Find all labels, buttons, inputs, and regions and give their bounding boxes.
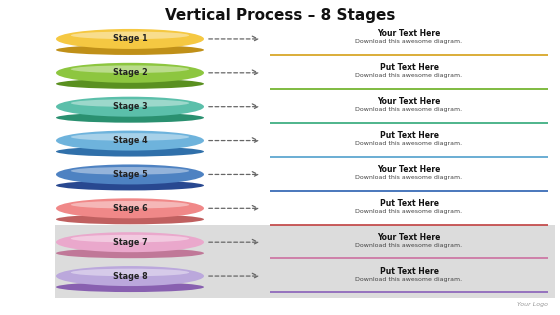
Text: Stage 3: Stage 3: [113, 102, 147, 111]
Text: Download this awesome diagram.: Download this awesome diagram.: [356, 209, 463, 214]
Text: Stage 6: Stage 6: [113, 204, 147, 213]
Ellipse shape: [56, 130, 204, 151]
Ellipse shape: [56, 248, 204, 258]
Text: Your Text Here: Your Text Here: [377, 233, 441, 242]
Text: Download this awesome diagram.: Download this awesome diagram.: [356, 175, 463, 180]
Ellipse shape: [71, 133, 189, 141]
Bar: [55, 225, 555, 298]
Text: Stage 8: Stage 8: [113, 272, 147, 281]
Ellipse shape: [56, 282, 204, 292]
Ellipse shape: [56, 164, 204, 185]
Text: Stage 2: Stage 2: [113, 68, 147, 77]
Text: Download this awesome diagram.: Download this awesome diagram.: [356, 277, 463, 282]
Ellipse shape: [71, 235, 189, 242]
Ellipse shape: [71, 99, 189, 107]
Ellipse shape: [56, 214, 204, 224]
Ellipse shape: [56, 232, 204, 252]
Text: Vertical Process – 8 Stages: Vertical Process – 8 Stages: [165, 8, 395, 23]
Ellipse shape: [71, 167, 189, 175]
Text: Your Text Here: Your Text Here: [377, 97, 441, 106]
Ellipse shape: [56, 29, 204, 49]
Text: Put Text Here: Put Text Here: [380, 199, 438, 208]
Text: Your Text Here: Your Text Here: [377, 29, 441, 38]
Ellipse shape: [56, 63, 204, 83]
Ellipse shape: [56, 79, 204, 89]
Ellipse shape: [71, 201, 189, 209]
Text: Your Text Here: Your Text Here: [377, 165, 441, 174]
Text: Download this awesome diagram.: Download this awesome diagram.: [356, 39, 463, 44]
Text: Stage 7: Stage 7: [113, 238, 147, 247]
Text: Download this awesome diagram.: Download this awesome diagram.: [356, 141, 463, 146]
Text: Stage 1: Stage 1: [113, 34, 147, 43]
Ellipse shape: [56, 180, 204, 191]
Text: Put Text Here: Put Text Here: [380, 63, 438, 72]
Text: Put Text Here: Put Text Here: [380, 131, 438, 140]
Text: Download this awesome diagram.: Download this awesome diagram.: [356, 107, 463, 112]
Ellipse shape: [56, 146, 204, 157]
Ellipse shape: [71, 269, 189, 276]
Ellipse shape: [71, 32, 189, 39]
Text: Your Logo: Your Logo: [517, 302, 548, 307]
Ellipse shape: [56, 97, 204, 117]
Ellipse shape: [71, 66, 189, 73]
Text: Download this awesome diagram.: Download this awesome diagram.: [356, 73, 463, 78]
Text: Stage 4: Stage 4: [113, 136, 147, 145]
Ellipse shape: [56, 266, 204, 286]
Ellipse shape: [56, 113, 204, 123]
Text: Stage 5: Stage 5: [113, 170, 147, 179]
Text: Put Text Here: Put Text Here: [380, 266, 438, 276]
Text: Download this awesome diagram.: Download this awesome diagram.: [356, 243, 463, 248]
Ellipse shape: [56, 198, 204, 218]
Ellipse shape: [56, 45, 204, 55]
